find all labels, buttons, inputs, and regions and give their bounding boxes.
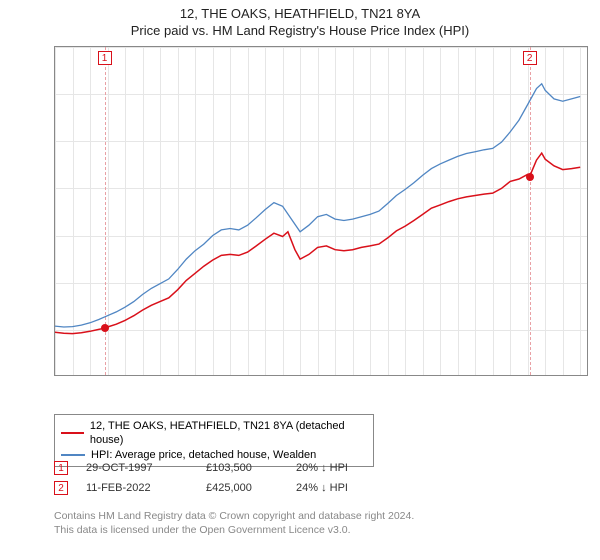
title-block: 12, THE OAKS, HEATHFIELD, TN21 8YA Price…	[0, 0, 600, 40]
plot-area: £0£100K£200K£300K£400K£500K£600K£700K199…	[54, 46, 588, 376]
sale-price: £425,000	[206, 482, 296, 494]
sale-date: 29-OCT-1997	[86, 462, 206, 474]
subtitle: Price paid vs. HM Land Registry's House …	[0, 23, 600, 40]
legend-label: 12, THE OAKS, HEATHFIELD, TN21 8YA (deta…	[90, 419, 367, 448]
sale-row: 2 11-FEB-2022£425,00024% ↓ HPI	[54, 478, 396, 498]
sale-index-box: 1	[54, 461, 68, 475]
chart-container: 12, THE OAKS, HEATHFIELD, TN21 8YA Price…	[0, 0, 600, 560]
sale-hpi-delta: 24% ↓ HPI	[296, 482, 396, 494]
sale-row: 1 29-OCT-1997£103,50020% ↓ HPI	[54, 458, 396, 478]
sales-table: 1 29-OCT-1997£103,50020% ↓ HPI 2 11-FEB-202…	[54, 458, 396, 498]
footer-attribution: Contains HM Land Registry data © Crown c…	[54, 510, 414, 537]
sale-date: 11-FEB-2022	[86, 482, 206, 494]
sale-price: £103,500	[206, 462, 296, 474]
series-svg	[55, 47, 588, 376]
legend-item: 12, THE OAKS, HEATHFIELD, TN21 8YA (deta…	[61, 419, 367, 448]
footer-line1: Contains HM Land Registry data © Crown c…	[54, 510, 414, 524]
sale-hpi-delta: 20% ↓ HPI	[296, 462, 396, 474]
series-line	[55, 153, 580, 334]
legend-swatch	[61, 454, 85, 456]
sale-index-box: 2	[54, 481, 68, 495]
series-line	[55, 84, 580, 327]
address-title: 12, THE OAKS, HEATHFIELD, TN21 8YA	[0, 6, 600, 23]
legend-swatch	[61, 432, 84, 434]
footer-line2: This data is licensed under the Open Gov…	[54, 524, 414, 538]
